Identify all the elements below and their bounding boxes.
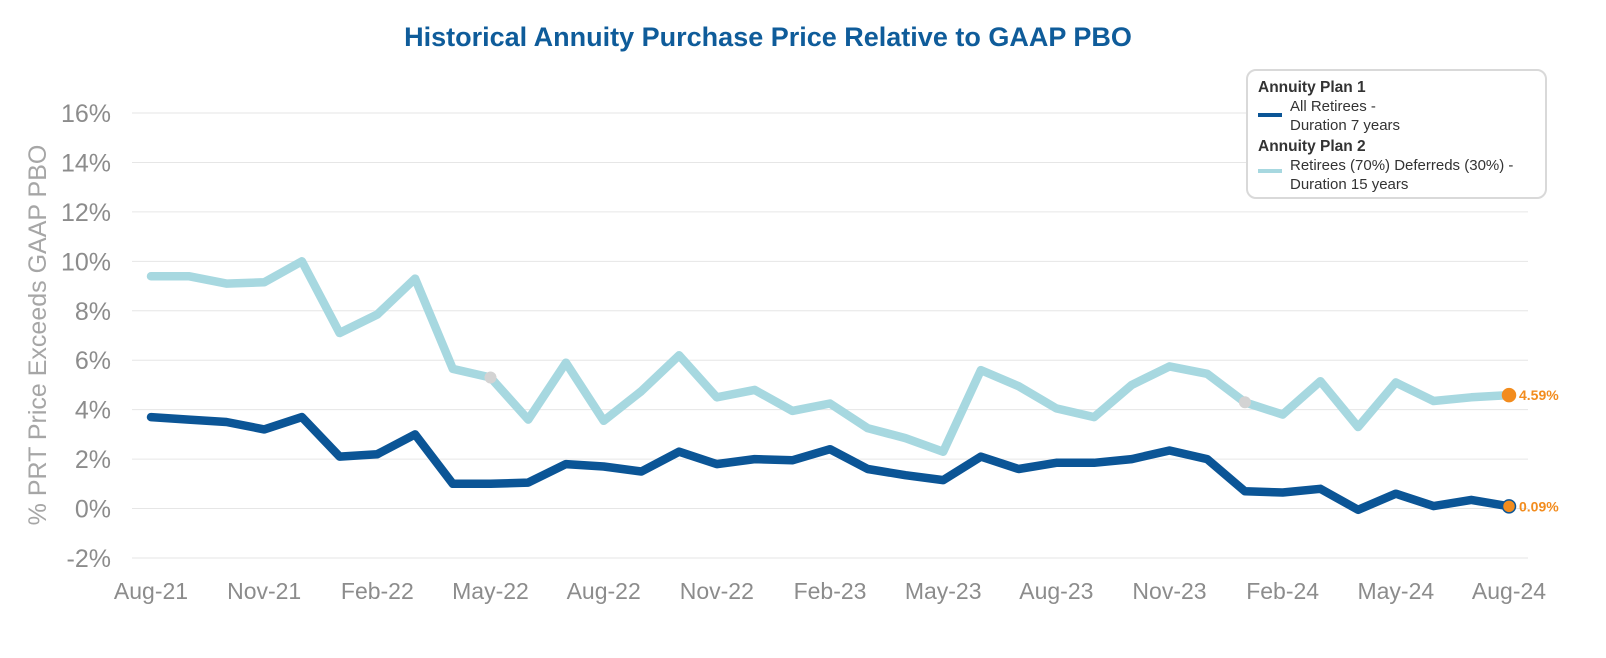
- x-tick-label: Feb-23: [794, 578, 867, 604]
- series-line-plan-1: [146, 412, 1514, 515]
- end-point-plan-1: [1501, 499, 1517, 514]
- y-tick-label: 4%: [75, 397, 111, 425]
- x-tick-label: May-23: [905, 578, 982, 604]
- y-axis-ticks: -2% 0% 2% 4% 6% 8% 10% 12% 14% 16%: [61, 100, 111, 573]
- y-axis-label: % PRT Price Exceeds GAAP PBO: [24, 145, 52, 526]
- x-tick-label: Nov-23: [1132, 578, 1206, 604]
- legend-label-plan-1-line-2: Duration 7 years: [1290, 117, 1401, 134]
- series-lines: [146, 257, 1514, 515]
- y-tick-label: 0%: [75, 496, 111, 524]
- legend-group-plan-2: Annuity Plan 2: [1258, 138, 1366, 155]
- y-tick-label: 12%: [61, 199, 111, 227]
- x-tick-label: Aug-23: [1019, 578, 1093, 604]
- x-tick-label: Aug-21: [114, 578, 188, 604]
- x-tick-label: Nov-22: [680, 578, 754, 604]
- x-tick-label: Aug-22: [567, 578, 641, 604]
- legend-label-plan-1-line-1: All Retirees -: [1290, 98, 1376, 115]
- x-tick-label: May-24: [1357, 578, 1434, 604]
- legend-label-plan-2-line-2: Duration 15 years: [1290, 176, 1409, 193]
- x-tick-label: Feb-24: [1246, 578, 1319, 604]
- series-line-plan-2: [146, 257, 1514, 456]
- end-label-plan-2: 4.59%: [1519, 387, 1559, 403]
- x-tick-label: May-22: [452, 578, 529, 604]
- y-tick-label: -2%: [67, 545, 111, 573]
- x-tick-label: Aug-24: [1472, 578, 1546, 604]
- legend: Annuity Plan 1 All Retirees - Duration 7…: [1246, 69, 1547, 199]
- legend-group-plan-1: Annuity Plan 1: [1258, 79, 1366, 96]
- y-tick-label: 8%: [75, 298, 111, 326]
- highlight-point: [484, 371, 497, 384]
- legend-swatch-plan-2: [1258, 169, 1282, 173]
- end-label-plan-1: 0.09%: [1519, 498, 1559, 514]
- y-tick-label: 16%: [61, 100, 111, 128]
- chart-title: Historical Annuity Purchase Price Relati…: [404, 22, 1132, 52]
- legend-label-plan-2-line-1: Retirees (70%) Deferreds (30%) -: [1290, 157, 1514, 174]
- x-axis-ticks: Aug-21 Nov-21 Feb-22 May-22 Aug-22 Nov-22 Feb-…: [114, 578, 1546, 604]
- x-tick-label: Nov-21: [227, 578, 301, 604]
- end-point-plan-2: [1501, 387, 1517, 403]
- y-tick-label: 14%: [61, 149, 111, 177]
- y-tick-label: 6%: [75, 347, 111, 375]
- legend-swatch-plan-1: [1258, 113, 1282, 117]
- series-markers: 0.09% 4.59%: [484, 371, 1559, 514]
- highlight-point: [1238, 396, 1251, 409]
- x-tick-label: Feb-22: [341, 578, 414, 604]
- y-tick-label: 2%: [75, 446, 111, 474]
- y-tick-label: 10%: [61, 248, 111, 276]
